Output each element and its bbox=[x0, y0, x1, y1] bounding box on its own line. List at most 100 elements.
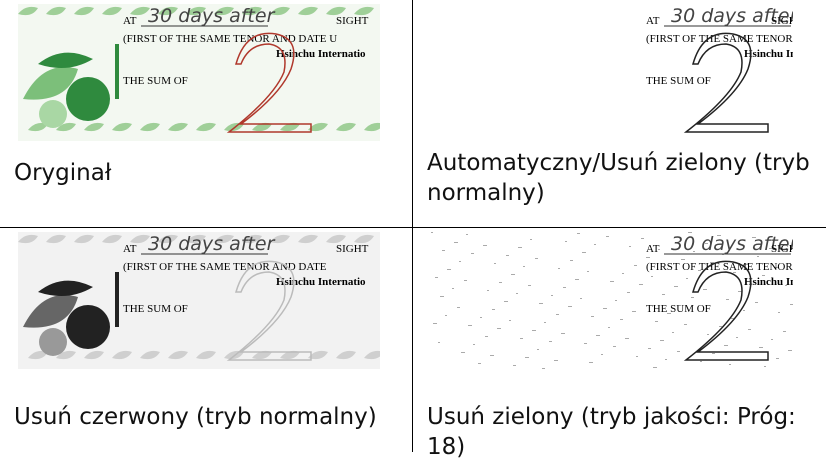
check-image: AT 30 days after SIGHT (FIRST OF THE SAME T… bbox=[18, 4, 380, 141]
pattern-leaf bbox=[196, 350, 216, 360]
logo-part bbox=[23, 67, 78, 100]
speck bbox=[620, 319, 623, 320]
speck bbox=[594, 244, 596, 245]
speck bbox=[736, 337, 738, 338]
speck bbox=[785, 285, 787, 286]
speck bbox=[433, 323, 437, 324]
check-text: THE SUM OF bbox=[123, 75, 188, 87]
speck bbox=[743, 310, 745, 311]
speck bbox=[764, 366, 766, 367]
column-divider bbox=[412, 0, 413, 452]
speck bbox=[556, 314, 559, 315]
speck bbox=[563, 287, 566, 288]
speck bbox=[525, 357, 529, 358]
speck bbox=[568, 306, 572, 307]
pattern-leaf bbox=[354, 234, 374, 244]
speck bbox=[513, 365, 516, 366]
speck bbox=[490, 355, 494, 356]
pattern-leaf bbox=[354, 6, 374, 16]
speck bbox=[584, 343, 587, 344]
speck bbox=[776, 358, 779, 359]
check-text: SIGHT bbox=[336, 15, 369, 27]
pattern-leaf bbox=[168, 122, 188, 132]
logo-part bbox=[66, 305, 110, 349]
speck bbox=[646, 257, 650, 258]
speck bbox=[719, 326, 722, 327]
speck bbox=[435, 277, 438, 278]
pattern-leaf bbox=[252, 350, 272, 360]
speck bbox=[466, 234, 468, 235]
pattern-leaf bbox=[326, 234, 346, 244]
speck bbox=[627, 292, 630, 293]
pattern-leaf bbox=[18, 234, 38, 244]
speck bbox=[610, 281, 614, 282]
speck bbox=[447, 269, 451, 270]
pattern-leaf bbox=[270, 234, 290, 244]
pattern-leaf bbox=[56, 122, 76, 132]
speck bbox=[660, 340, 664, 341]
speck bbox=[471, 253, 474, 254]
speck bbox=[544, 322, 546, 323]
check-text: SIGHT ( bbox=[771, 15, 793, 27]
pattern-leaf bbox=[308, 122, 328, 132]
speck bbox=[705, 243, 708, 244]
pattern-leaf bbox=[252, 122, 272, 132]
pattern-leaf bbox=[242, 6, 262, 16]
speck bbox=[601, 354, 603, 355]
speck bbox=[757, 256, 759, 257]
speck bbox=[464, 280, 467, 281]
speck bbox=[629, 246, 631, 247]
big-two bbox=[683, 260, 769, 361]
speck bbox=[662, 294, 665, 295]
logo-part bbox=[23, 295, 78, 328]
speck bbox=[516, 293, 518, 294]
speck bbox=[596, 335, 600, 336]
check-text: AT bbox=[123, 15, 137, 27]
check-text: (FIRST OF THE SAME TENOR AND DATE bbox=[646, 261, 793, 273]
speck bbox=[648, 348, 651, 349]
check-text: Hsinchu Internatio bbox=[276, 48, 366, 60]
pattern-leaf bbox=[46, 234, 66, 244]
speck bbox=[639, 284, 643, 285]
pattern-leaf bbox=[214, 6, 234, 16]
pattern-leaf bbox=[158, 234, 178, 244]
speck bbox=[440, 296, 444, 297]
speck bbox=[693, 251, 695, 252]
speck bbox=[733, 272, 736, 273]
speck bbox=[511, 274, 515, 275]
speck bbox=[608, 327, 610, 328]
big-two bbox=[226, 32, 312, 133]
speck bbox=[542, 368, 545, 369]
speck bbox=[672, 332, 674, 333]
pattern-leaf bbox=[18, 6, 38, 16]
speck bbox=[478, 363, 481, 364]
speck bbox=[520, 338, 523, 339]
speck bbox=[461, 352, 465, 353]
pattern-leaf bbox=[270, 6, 290, 16]
speck bbox=[530, 239, 532, 240]
speck bbox=[755, 302, 758, 303]
speck bbox=[667, 313, 671, 314]
logo-bar bbox=[115, 44, 119, 99]
speck bbox=[606, 236, 609, 237]
speck bbox=[717, 235, 721, 236]
speck bbox=[587, 271, 589, 272]
check-text: AT bbox=[123, 243, 137, 255]
speck bbox=[492, 309, 495, 310]
speck bbox=[504, 301, 508, 302]
speck bbox=[442, 250, 445, 251]
speck bbox=[781, 240, 785, 241]
speck bbox=[565, 241, 567, 242]
speck bbox=[518, 247, 522, 248]
speck bbox=[681, 259, 685, 260]
speck bbox=[625, 338, 629, 339]
speck bbox=[591, 316, 594, 317]
speck bbox=[731, 318, 735, 319]
speck bbox=[759, 347, 763, 348]
pattern-leaf bbox=[84, 350, 104, 360]
speck bbox=[665, 359, 667, 360]
speck bbox=[636, 356, 638, 357]
